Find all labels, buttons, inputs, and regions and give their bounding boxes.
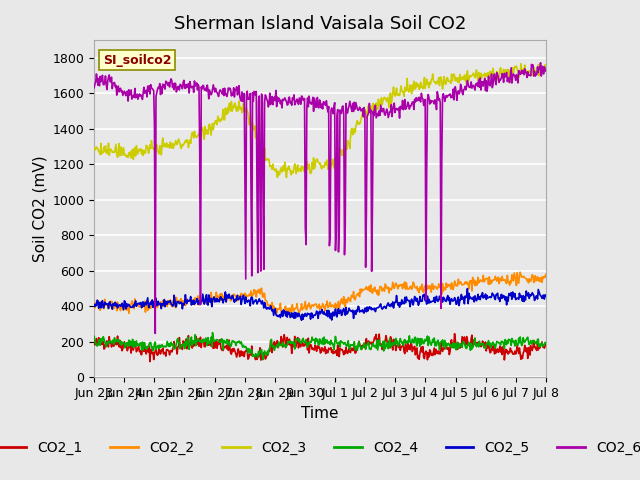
Legend: CO2_1, CO2_2, CO2_3, CO2_4, CO2_5, CO2_6: CO2_1, CO2_2, CO2_3, CO2_4, CO2_5, CO2_6 xyxy=(0,435,640,460)
CO2_1 xyxy=(542,340,550,346)
CO2_5 xyxy=(463,286,471,291)
CO2_3 xyxy=(283,175,291,180)
CO2_6 xyxy=(152,331,159,336)
CO2_3 xyxy=(393,85,401,91)
CO2_2 xyxy=(431,283,439,289)
CO2_2 xyxy=(170,303,178,309)
CO2_4 xyxy=(358,345,365,351)
CO2_6 xyxy=(393,106,401,111)
CO2_5 xyxy=(294,311,302,316)
CO2_2 xyxy=(207,299,214,305)
CO2_1 xyxy=(207,343,215,349)
CO2_3 xyxy=(431,79,439,85)
CO2_3 xyxy=(542,66,550,72)
X-axis label: Time: Time xyxy=(301,406,339,420)
CO2_1 xyxy=(431,352,439,358)
CO2_3 xyxy=(170,142,178,148)
CO2_3 xyxy=(357,116,365,122)
CO2_2 xyxy=(393,282,401,288)
CO2_1 xyxy=(296,336,303,342)
Y-axis label: Soil CO2 (mV): Soil CO2 (mV) xyxy=(32,156,47,262)
CO2_5 xyxy=(357,308,365,313)
CO2_5 xyxy=(90,304,98,310)
CO2_6 xyxy=(542,68,550,74)
CO2_2 xyxy=(542,272,550,277)
Line: CO2_2: CO2_2 xyxy=(94,272,546,314)
CO2_6 xyxy=(171,80,179,86)
CO2_5 xyxy=(207,299,214,305)
CO2_1 xyxy=(171,345,179,350)
CO2_5 xyxy=(431,300,439,305)
Text: SI_soilco2: SI_soilco2 xyxy=(103,54,172,67)
Line: CO2_4: CO2_4 xyxy=(94,333,546,360)
CO2_4 xyxy=(259,357,267,362)
CO2_6 xyxy=(357,108,365,114)
CO2_5 xyxy=(170,292,178,298)
CO2_5 xyxy=(298,317,305,323)
CO2_6 xyxy=(431,97,439,103)
CO2_4 xyxy=(432,339,440,345)
CO2_3 xyxy=(207,125,214,131)
CO2_1 xyxy=(90,340,98,346)
CO2_3 xyxy=(296,167,303,172)
CO2_1 xyxy=(451,331,458,336)
CO2_4 xyxy=(170,346,178,352)
CO2_1 xyxy=(393,344,401,350)
CO2_2 xyxy=(90,300,98,306)
Line: CO2_6: CO2_6 xyxy=(94,63,546,334)
CO2_4 xyxy=(296,338,304,344)
CO2_3 xyxy=(90,145,98,151)
CO2_4 xyxy=(542,340,550,346)
CO2_6 xyxy=(207,92,215,97)
CO2_6 xyxy=(537,60,545,66)
CO2_2 xyxy=(357,290,365,296)
CO2_4 xyxy=(90,334,98,339)
CO2_6 xyxy=(90,85,98,91)
CO2_1 xyxy=(357,343,365,349)
CO2_2 xyxy=(296,310,303,315)
CO2_5 xyxy=(542,293,550,299)
CO2_5 xyxy=(393,293,401,299)
Line: CO2_5: CO2_5 xyxy=(94,288,546,320)
Line: CO2_3: CO2_3 xyxy=(94,64,546,178)
CO2_4 xyxy=(207,340,214,346)
Line: CO2_1: CO2_1 xyxy=(94,334,546,361)
CO2_3 xyxy=(517,61,525,67)
CO2_6 xyxy=(296,95,303,101)
CO2_4 xyxy=(394,338,401,344)
Title: Sherman Island Vaisala Soil CO2: Sherman Island Vaisala Soil CO2 xyxy=(174,15,466,33)
CO2_1 xyxy=(146,359,154,364)
CO2_2 xyxy=(516,269,524,275)
CO2_2 xyxy=(287,311,295,317)
CO2_4 xyxy=(209,330,216,336)
